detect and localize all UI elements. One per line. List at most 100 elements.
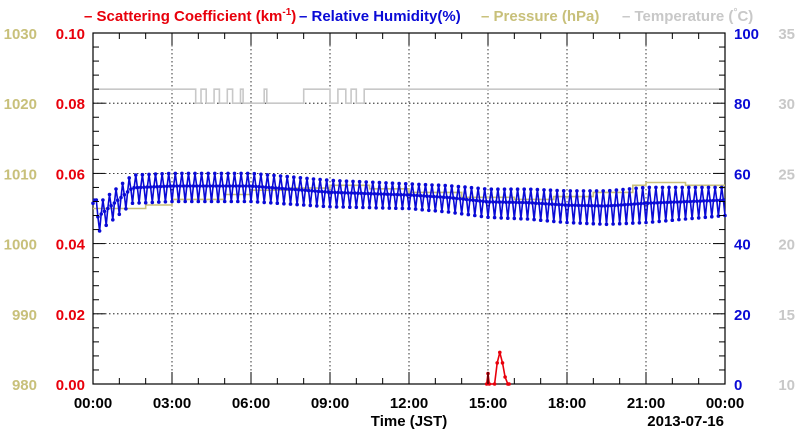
data-point-humidity <box>112 201 117 205</box>
data-point-humidity <box>162 184 166 189</box>
scattering-tick-label: 0.00 <box>56 377 85 394</box>
data-point-humidity <box>129 187 133 191</box>
temperature-tick-label: 10 <box>778 377 795 394</box>
data-point-humidity <box>696 216 701 220</box>
data-point-humidity <box>296 188 301 192</box>
data-point-humidity <box>102 209 107 214</box>
data-point-humidity <box>647 185 652 190</box>
data-point-humidity <box>339 190 344 195</box>
data-point-humidity <box>670 218 675 222</box>
data-point-humidity <box>538 218 543 222</box>
data-point-humidity <box>157 200 161 204</box>
data-point-humidity <box>599 204 604 208</box>
data-point-humidity <box>109 203 113 208</box>
data-point-humidity <box>120 181 125 186</box>
data-point-humidity <box>578 221 582 225</box>
data-point-scattering <box>492 382 497 386</box>
data-point-humidity <box>375 192 380 196</box>
data-point-humidity <box>285 174 290 179</box>
data-point-humidity <box>287 187 291 191</box>
data-point-humidity <box>570 203 574 208</box>
data-point-humidity <box>318 177 322 182</box>
data-point-humidity <box>115 198 120 202</box>
data-point-humidity <box>443 183 448 188</box>
data-point-humidity <box>448 195 452 200</box>
data-point-humidity <box>132 185 136 190</box>
data-point-humidity <box>482 187 487 191</box>
data-point-humidity <box>565 220 569 225</box>
data-point-humidity <box>114 187 118 191</box>
humidity-tick-label: 0 <box>734 377 742 394</box>
data-point-humidity <box>473 213 477 218</box>
series-layer <box>91 88 727 386</box>
data-point-humidity <box>627 187 632 191</box>
data-point-humidity <box>196 199 201 204</box>
data-point-humidity <box>575 189 579 193</box>
data-point-humidity <box>645 201 650 205</box>
data-point-humidity <box>494 200 499 204</box>
data-point-humidity <box>244 184 248 188</box>
data-point-humidity <box>430 183 434 187</box>
data-point-humidity <box>384 181 388 185</box>
data-point-humidity <box>395 192 400 197</box>
data-point-humidity <box>280 186 285 191</box>
data-point-humidity <box>324 178 329 182</box>
data-point-humidity <box>410 182 415 186</box>
data-point-humidity <box>491 200 495 204</box>
data-point-humidity <box>580 203 584 208</box>
data-point-humidity <box>603 204 607 208</box>
data-point-humidity <box>469 185 474 190</box>
data-point-humidity <box>492 215 497 220</box>
data-point-humidity <box>463 185 467 189</box>
data-point-humidity <box>496 187 500 191</box>
data-point-humidity <box>525 217 530 221</box>
data-point-humidity <box>152 185 156 189</box>
data-point-humidity <box>634 186 638 191</box>
data-point-humidity <box>338 179 342 183</box>
data-point-humidity <box>111 218 115 222</box>
data-point-humidity <box>382 192 387 196</box>
data-point-humidity <box>343 191 347 195</box>
data-point-humidity <box>453 211 457 215</box>
data-point-humidity <box>357 179 362 184</box>
data-point-humidity <box>341 205 346 209</box>
data-point-humidity <box>489 187 494 191</box>
data-point-humidity <box>576 203 581 208</box>
data-point-humidity <box>316 189 321 194</box>
data-point-humidity <box>512 216 517 221</box>
data-point-humidity <box>303 188 308 193</box>
data-point-humidity <box>636 202 640 206</box>
data-point-humidity <box>626 202 630 207</box>
data-point-humidity <box>222 199 227 204</box>
data-point-humidity <box>269 201 273 205</box>
data-point-humidity <box>147 172 151 177</box>
temperature-axis: 35 30 25 20 15 10 <box>778 26 795 394</box>
pressure-tick-label: 1030 <box>4 26 37 43</box>
data-point-humidity <box>659 200 663 205</box>
data-point-humidity <box>535 187 540 192</box>
data-point-humidity <box>323 190 327 194</box>
data-point-humidity <box>310 189 314 193</box>
data-point-humidity <box>379 192 383 196</box>
data-point-humidity <box>428 194 433 199</box>
data-point-humidity <box>474 198 479 203</box>
data-point-humidity <box>695 199 699 203</box>
data-point-humidity <box>418 193 423 198</box>
data-point-humidity <box>675 200 680 204</box>
data-point-humidity <box>275 201 280 205</box>
data-point-humidity <box>344 179 349 183</box>
data-point-humidity <box>700 185 704 190</box>
data-point-humidity <box>640 185 645 190</box>
scattering-tick-label: 0.02 <box>56 307 85 324</box>
data-point-humidity <box>175 184 179 188</box>
data-point-humidity <box>374 206 378 210</box>
x-tick-label: 18:00 <box>548 395 586 412</box>
data-point-humidity <box>481 199 485 204</box>
data-point-humidity <box>232 171 237 176</box>
data-point-humidity <box>515 187 520 191</box>
data-point-humidity <box>392 192 397 197</box>
data-point-humidity <box>589 203 594 208</box>
data-point-humidity <box>644 220 648 225</box>
data-point-humidity <box>591 221 596 226</box>
data-point-humidity <box>166 171 171 176</box>
